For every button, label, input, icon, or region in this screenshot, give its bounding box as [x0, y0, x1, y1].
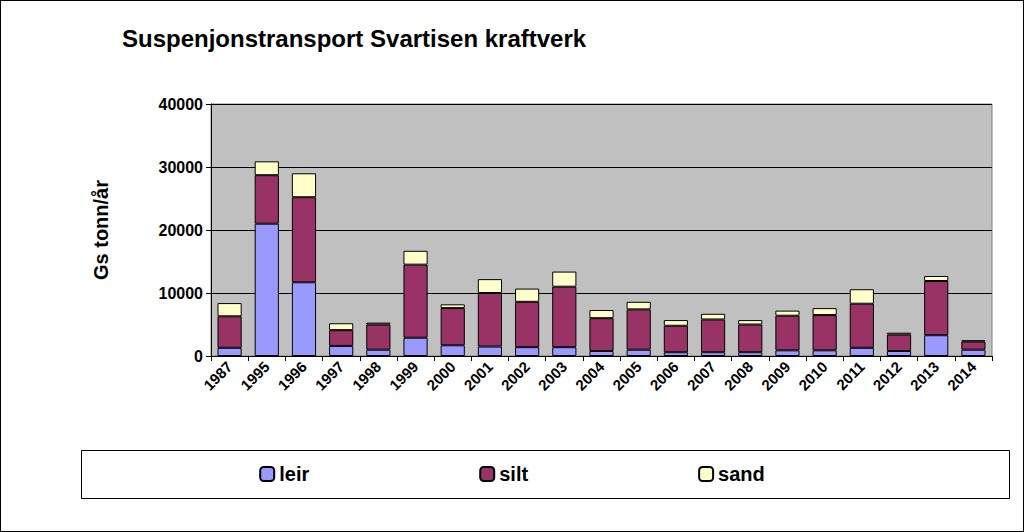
svg-text:2008: 2008	[721, 358, 757, 394]
svg-text:Suspenjonstransport Svartisen: Suspenjonstransport Svartisen kraftverk	[122, 25, 587, 52]
svg-text:10000: 10000	[159, 285, 204, 302]
svg-text:1999: 1999	[386, 358, 422, 394]
svg-text:2014: 2014	[944, 358, 980, 394]
svg-text:1987: 1987	[200, 358, 236, 394]
svg-text:1995: 1995	[237, 358, 273, 394]
svg-text:2013: 2013	[907, 358, 943, 394]
svg-text:1997: 1997	[312, 358, 348, 394]
svg-text:2002: 2002	[498, 358, 534, 394]
svg-text:2010: 2010	[795, 358, 831, 394]
svg-text:1998: 1998	[349, 358, 385, 394]
svg-text:2003: 2003	[535, 358, 571, 394]
svg-text:sand: sand	[718, 463, 765, 485]
svg-text:2001: 2001	[460, 358, 496, 394]
svg-text:30000: 30000	[159, 159, 204, 176]
svg-text:2004: 2004	[572, 358, 608, 394]
svg-text:2012: 2012	[869, 358, 905, 394]
svg-text:20000: 20000	[159, 222, 204, 239]
svg-text:Gs tonn/år: Gs tonn/år	[90, 180, 112, 280]
svg-text:2011: 2011	[833, 358, 868, 393]
svg-text:2009: 2009	[758, 358, 794, 394]
svg-text:silt: silt	[499, 463, 528, 485]
svg-text:0: 0	[194, 348, 203, 365]
svg-text:2007: 2007	[683, 358, 719, 394]
svg-text:1996: 1996	[274, 358, 310, 394]
svg-text:leir: leir	[279, 463, 309, 485]
svg-text:40000: 40000	[159, 96, 204, 113]
svg-text:2000: 2000	[423, 358, 459, 394]
svg-text:2005: 2005	[609, 358, 645, 394]
svg-text:2006: 2006	[646, 358, 682, 394]
